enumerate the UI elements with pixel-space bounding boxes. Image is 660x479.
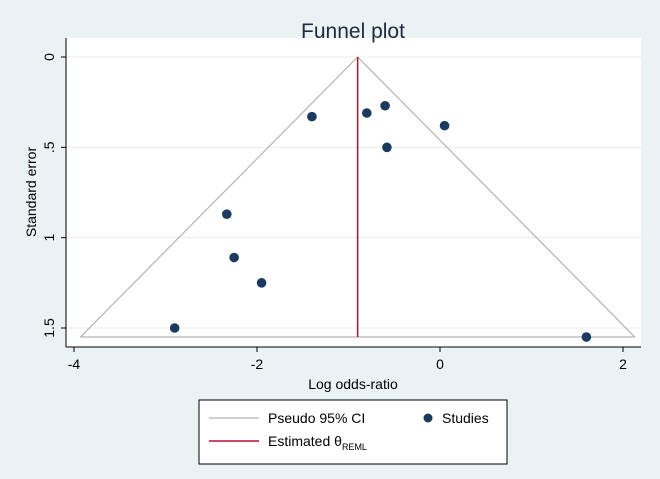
chart-title: Funnel plot xyxy=(301,20,405,43)
legend-studies-marker xyxy=(423,413,433,423)
study-point xyxy=(362,108,372,118)
study-point xyxy=(256,278,267,288)
study-point xyxy=(229,252,239,263)
y-axis-label: Standard error xyxy=(23,147,39,238)
study-point xyxy=(307,111,317,122)
ci-line-left xyxy=(79,56,359,338)
legend-estimate-subscript: REML xyxy=(342,442,367,452)
legend-box xyxy=(198,399,508,465)
x-tick-label: -4 xyxy=(68,356,81,372)
study-point xyxy=(439,120,450,131)
y-tick-label: .5 xyxy=(41,141,57,153)
legend: Pseudo 95% CI Studies Estimated θREML xyxy=(198,399,508,465)
x-axis-label: Log odds-ratio xyxy=(308,376,398,392)
legend-estimate-label: Estimated θREML xyxy=(268,433,367,452)
study-point xyxy=(380,100,390,111)
study-points xyxy=(169,100,592,342)
study-point xyxy=(222,209,232,219)
x-tick-label: 0 xyxy=(436,356,444,372)
y-tick-label: 0 xyxy=(41,53,57,61)
legend-estimate-text: Estimated θ xyxy=(268,433,342,449)
x-tick-label: 2 xyxy=(619,356,627,372)
study-point xyxy=(382,142,392,153)
study-point xyxy=(581,332,592,342)
plot-area xyxy=(66,38,641,347)
study-point xyxy=(169,323,180,333)
y-tick-label: 1 xyxy=(41,234,57,242)
axes: -4 -2 0 2 0 .5 1 1.5 xyxy=(41,38,641,372)
x-tick-label: -2 xyxy=(251,356,264,372)
grid-lines xyxy=(66,56,641,329)
ci-line-right xyxy=(357,56,636,338)
legend-studies-label: Studies xyxy=(442,410,489,426)
legend-ci-label: Pseudo 95% CI xyxy=(268,410,365,426)
y-tick-label: 1.5 xyxy=(41,318,57,338)
